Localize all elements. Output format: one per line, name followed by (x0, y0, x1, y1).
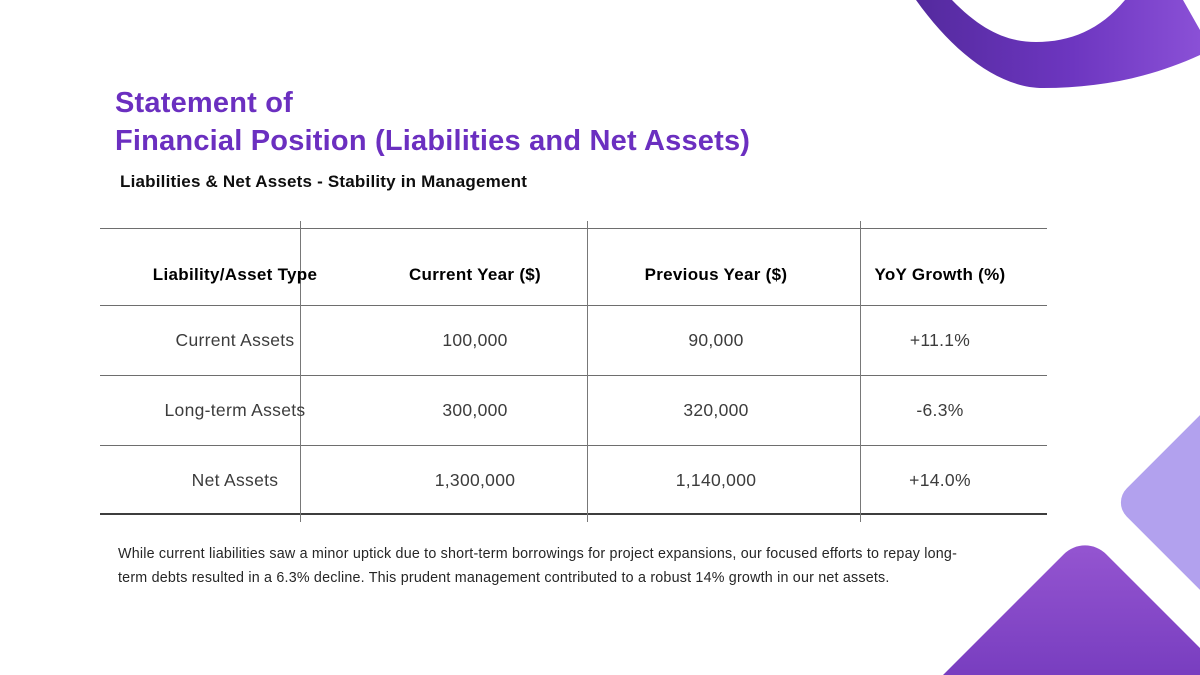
table-row-divider-2 (100, 445, 1047, 447)
table-header-divider (100, 305, 1047, 307)
table-column-divider-2 (587, 221, 589, 522)
row2-current-year: 300,000 (442, 399, 508, 420)
page-title-line1: Statement of (115, 87, 294, 119)
top-right-swoosh-decoration (916, 0, 1200, 88)
table-row: Long-term Assets 300,000 320,000 -6.3% (100, 375, 1047, 445)
table-column-divider-3 (860, 221, 862, 522)
row1-current-year: 100,000 (442, 329, 508, 350)
row2-previous-year: 320,000 (683, 399, 749, 420)
row1-type: Current Assets (175, 329, 295, 350)
commentary-paragraph: While current liabilities saw a minor up… (118, 546, 958, 586)
row2-yoy-growth: -6.3% (916, 399, 964, 420)
financial-position-table: Liability/Asset Type Current Year ($) Pr… (100, 221, 1047, 522)
table-row: Net Assets 1,300,000 1,140,000 +14.0% (100, 445, 1047, 515)
header-liability-asset-type: Liability/Asset Type (152, 264, 318, 284)
table-row: Current Assets 100,000 90,000 +11.1% (100, 305, 1047, 375)
row3-current-year: 1,300,000 (434, 469, 516, 490)
row3-previous-year: 1,140,000 (675, 469, 757, 490)
table-bottom-border (100, 512, 1047, 515)
row3-type: Net Assets (191, 469, 279, 490)
table-row-divider-1 (100, 375, 1047, 377)
slide-subtitle: Liabilities & Net Assets - Stability in … (120, 172, 528, 191)
row1-yoy-growth: +11.1% (909, 329, 971, 350)
table-top-border (100, 228, 1047, 230)
page-title-line2: Financial Position (Liabilities and Net … (115, 125, 751, 157)
table-column-divider-1 (300, 221, 302, 522)
row2-type: Long-term Assets (164, 399, 306, 420)
header-yoy-growth: YoY Growth (%) (874, 264, 1006, 284)
swoosh-path (916, 0, 1200, 88)
header-current-year: Current Year ($) (408, 264, 542, 284)
page-title: Statement of Financial Position (Liabili… (115, 84, 750, 160)
table-header-row: Liability/Asset Type Current Year ($) Pr… (100, 228, 1047, 305)
row1-previous-year: 90,000 (688, 329, 744, 350)
header-previous-year: Previous Year ($) (644, 264, 788, 284)
row3-yoy-growth: +14.0% (909, 469, 971, 490)
